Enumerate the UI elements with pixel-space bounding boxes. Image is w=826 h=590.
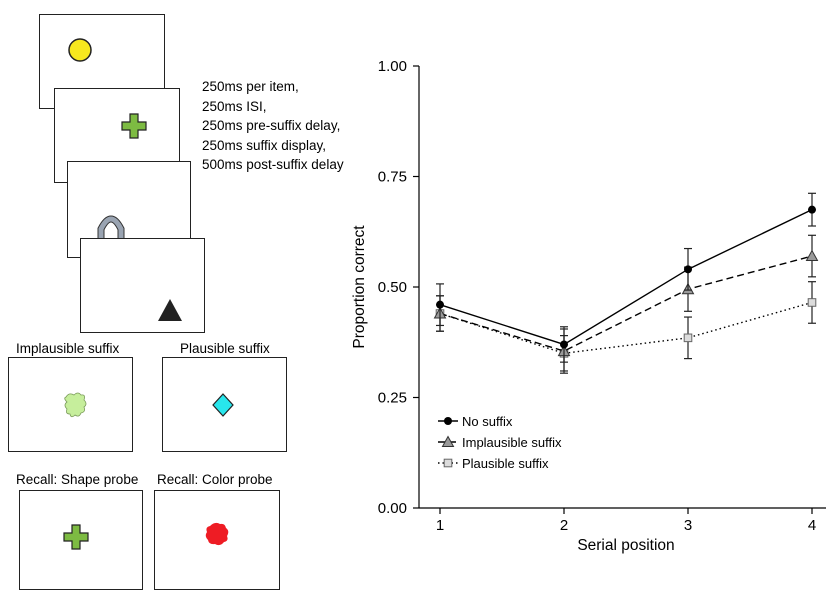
red-blob-icon xyxy=(205,522,229,546)
data-point xyxy=(808,205,816,214)
data-point xyxy=(557,344,571,357)
green-cross-probe-icon xyxy=(63,524,89,550)
timing-line: 500ms post-suffix delay xyxy=(202,157,344,172)
data-point xyxy=(807,298,817,307)
legend-label: No suffix xyxy=(462,414,513,429)
y-tick-label: 0.25 xyxy=(378,390,407,407)
data-point xyxy=(684,265,692,274)
y-ticks: 0.00 0.25 0.50 0.75 1.00 xyxy=(378,58,419,517)
legend: No suffix Implausible suffix Plausible suf… xyxy=(438,414,562,471)
series-no-suffix xyxy=(436,192,816,363)
data-point xyxy=(559,349,569,358)
implausible-suffix-frame xyxy=(8,357,133,452)
timing-line: 250ms ISI, xyxy=(202,98,267,114)
legend-label: Implausible suffix xyxy=(462,435,562,450)
data-point xyxy=(805,249,819,262)
black-triangle-icon xyxy=(158,299,182,321)
gray-arch-icon xyxy=(97,215,125,258)
stimulus-frame-4 xyxy=(80,238,205,333)
plausible-suffix-frame xyxy=(162,357,287,452)
series-layer xyxy=(433,192,819,374)
timing-line: 250ms suffix display, xyxy=(202,137,327,153)
x-tick-label: 1 xyxy=(436,517,444,534)
legend-label: Plausible suffix xyxy=(462,456,549,471)
y-axis-label: Proportion correct xyxy=(351,225,368,349)
timing-line: 250ms per item, xyxy=(202,79,299,94)
x-tick-label: 3 xyxy=(684,517,692,534)
data-point xyxy=(435,309,445,318)
data-point xyxy=(436,300,444,309)
x-axis-label: Serial position xyxy=(577,537,674,554)
shape-probe-frame xyxy=(19,490,143,590)
x-tick-label: 2 xyxy=(560,517,568,534)
timing-line: 250ms pre-suffix delay, xyxy=(202,118,341,133)
green-cross-icon xyxy=(121,113,147,139)
shape-probe-label: Recall: Shape probe xyxy=(16,472,139,487)
y-tick-label: 0.00 xyxy=(378,500,407,517)
cyan-diamond-icon xyxy=(212,393,234,417)
legend-marker xyxy=(443,458,453,468)
x-ticks: 1 2 3 4 xyxy=(436,508,816,534)
series-line xyxy=(439,255,813,352)
timing-description: 250ms per item, 250ms ISI, 250ms pre-suf… xyxy=(202,77,344,175)
color-probe-label: Recall: Color probe xyxy=(157,472,273,487)
y-tick-label: 0.50 xyxy=(378,279,407,296)
data-point xyxy=(681,282,695,295)
plausible-suffix-label: Plausible suffix xyxy=(180,341,270,356)
series-line xyxy=(439,301,813,355)
legend-marker xyxy=(441,435,455,447)
pale-green-blob-icon xyxy=(64,392,87,418)
series-plausible-suffix xyxy=(435,281,817,372)
data-point xyxy=(683,333,693,343)
data-point xyxy=(560,340,568,349)
y-tick-label: 1.00 xyxy=(378,58,407,75)
y-tick-label: 0.75 xyxy=(378,169,407,186)
yellow-circle-icon xyxy=(68,38,92,62)
implausible-suffix-label: Implausible suffix xyxy=(16,341,120,356)
data-point xyxy=(433,306,447,319)
series-line xyxy=(439,209,813,346)
series-implausible-suffix xyxy=(433,234,819,374)
x-tick-label: 4 xyxy=(808,517,816,534)
color-probe-frame xyxy=(154,490,280,590)
legend-marker xyxy=(444,417,452,425)
